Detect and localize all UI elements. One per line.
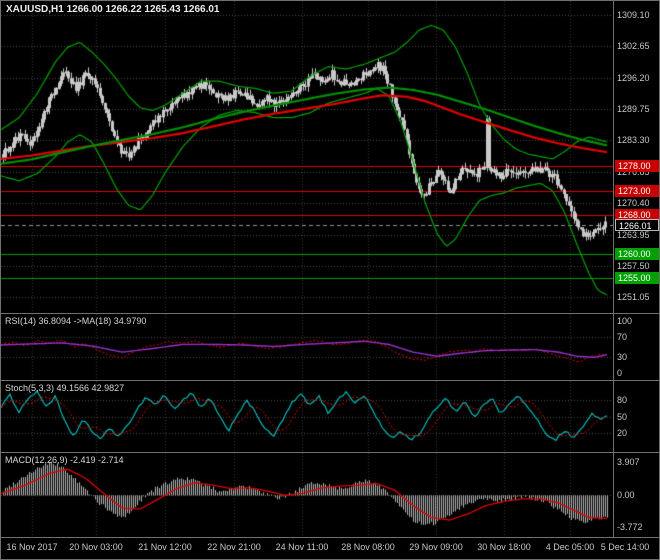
y-axis-label: 1289.75 (617, 104, 650, 115)
y-axis-label: 50 (617, 411, 628, 422)
time-axis-label: 4 Dec 05:00 (545, 542, 595, 552)
y-axis-label: 80 (617, 394, 628, 405)
y-axis-label: 1251.05 (617, 292, 650, 303)
y-axis-label: 1270.40 (617, 198, 650, 209)
price-level-badge: 1260.00 (615, 247, 659, 260)
price-level-badge: 1255.00 (615, 272, 659, 284)
y-axis-label: 20 (617, 428, 628, 439)
stochastic-panel: Stoch(5,3,3) 49.1566 42.9827 80 50 20 (1, 381, 659, 453)
chart-title: XAUUSD,H1 1266.00 1266.22 1265.43 1266.0… (6, 4, 220, 15)
y-axis-label: 1263.95 (617, 229, 650, 240)
macd-panel: MACD(12,26,9) -2.419 -2.714 3.907 0.00 -3.… (1, 453, 659, 538)
y-axis-label: 30 (617, 352, 628, 363)
y-axis-label: 0.00 (617, 490, 635, 501)
rsi-canvas[interactable] (1, 314, 613, 380)
macd-axis[interactable]: 3.907 0.00 -3.772 (613, 453, 659, 537)
y-axis-label: 1257.50 (617, 260, 650, 271)
current-price-badge: 1266.01 (615, 218, 659, 231)
stochastic-axis[interactable]: 80 50 20 (613, 381, 659, 452)
stochastic-canvas[interactable] (1, 381, 613, 452)
rsi-indicator-label: RSI(14) 36.8094 ->MA(18) 34.9790 (5, 316, 147, 326)
time-axis-label: 30 Nov 18:00 (477, 542, 531, 552)
macd-indicator-label: MACD(12,26,9) -2.419 -2.714 (5, 455, 124, 465)
time-axis-label: 22 Nov 21:00 (207, 542, 261, 552)
y-axis-label: 100 (617, 316, 633, 327)
time-axis-label: 29 Nov 09:00 (409, 542, 463, 552)
y-axis-label: 1302.65 (617, 41, 650, 52)
time-axis-label: 24 Nov 11:00 (275, 542, 329, 552)
time-axis-label: 21 Nov 12:00 (138, 542, 192, 552)
y-axis-label: 3.907 (617, 457, 640, 468)
time-axis-label: 28 Nov 08:00 (341, 542, 395, 552)
price-level-badge: 1273.00 (615, 184, 659, 197)
rsi-axis[interactable]: 100 70 30 0 (613, 314, 659, 380)
price-axis[interactable]: 1309.101302.651296.201289.751283.301276.… (613, 1, 659, 313)
time-axis-label: 16 Nov 2017 (6, 542, 58, 552)
time-axis[interactable]: 16 Nov 2017 20 Nov 03:00 21 Nov 12:00 22 No… (1, 538, 659, 559)
y-axis-label: 1296.20 (617, 72, 650, 83)
macd-canvas[interactable] (1, 453, 613, 537)
price-chart-canvas[interactable] (1, 1, 613, 313)
y-axis-label: 1309.10 (617, 10, 650, 21)
time-axis-label: 20 Nov 03:00 (69, 542, 123, 552)
y-axis-label: -3.772 (617, 522, 643, 533)
price-panel: XAUUSD,H1 1266.00 1266.22 1265.43 1266.0… (1, 1, 659, 314)
y-axis-label: 1283.30 (617, 135, 650, 146)
rsi-panel: RSI(14) 36.8094 ->MA(18) 34.9790 100 70 30… (1, 314, 659, 381)
price-level-badge: 1268.00 (615, 208, 659, 221)
y-axis-label: 70 (617, 331, 628, 342)
price-level-badge: 1278.00 (615, 160, 659, 173)
y-axis-label: 0 (617, 367, 623, 378)
time-axis-label: 5 Dec 14:00 (600, 542, 650, 552)
stochastic-indicator-label: Stoch(5,3,3) 49.1566 42.9827 (5, 383, 125, 393)
